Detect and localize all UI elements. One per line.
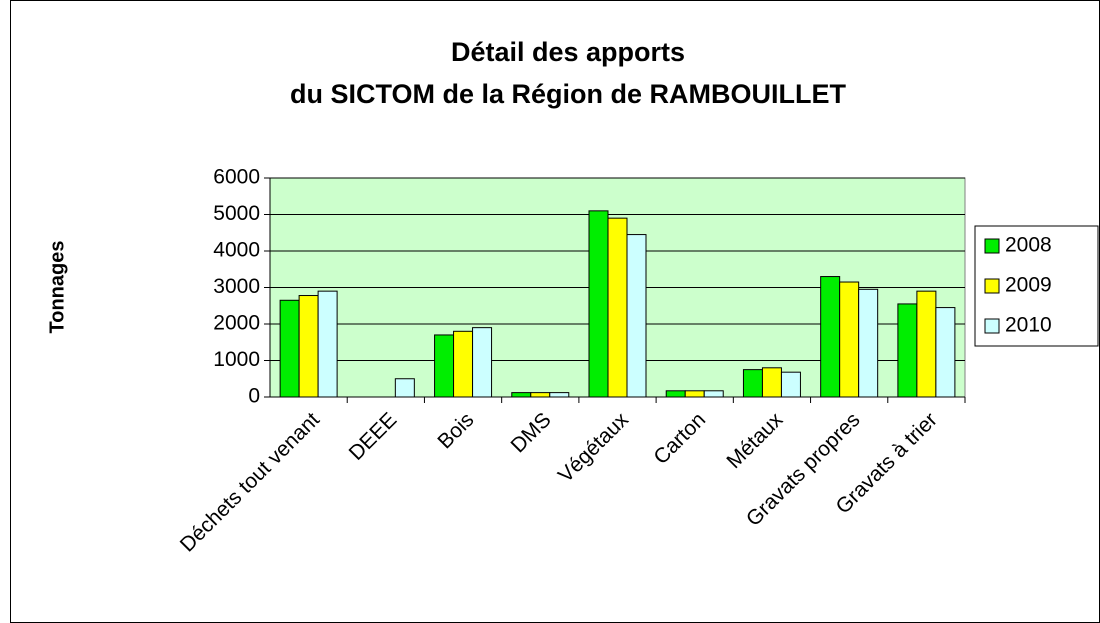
legend-label: 2010	[1005, 314, 1052, 337]
legend-swatch	[984, 278, 1000, 294]
legend-label: 2008	[1005, 234, 1052, 257]
bar	[761, 367, 782, 398]
y-tick-label: 2000	[213, 312, 260, 335]
bar	[317, 290, 338, 398]
y-tick-label: 5000	[213, 202, 260, 225]
bar	[588, 210, 609, 398]
y-tick-label: 3000	[213, 275, 260, 298]
bar	[703, 390, 724, 398]
bar	[897, 303, 918, 398]
bar	[916, 290, 937, 398]
y-axis-label: Tonnages	[46, 241, 68, 334]
y-tick-label: 6000	[213, 166, 260, 189]
bar	[607, 217, 628, 398]
bar	[298, 295, 319, 398]
bar	[394, 378, 415, 398]
bar	[279, 299, 300, 398]
legend-label: 2009	[1005, 274, 1052, 297]
y-tick-label: 0	[248, 385, 260, 408]
bar	[780, 371, 801, 398]
bar	[453, 330, 474, 398]
chart-title: du SICTOM de la Région de RAMBOUILLET	[290, 79, 847, 109]
legend-swatch	[984, 318, 1000, 334]
bar	[549, 392, 570, 398]
legend-swatch	[984, 238, 1000, 254]
bar	[858, 288, 879, 398]
bar	[472, 327, 493, 398]
bar	[935, 307, 956, 398]
bar	[434, 334, 455, 398]
y-tick-label: 1000	[213, 348, 260, 371]
bar	[626, 234, 647, 398]
bar	[665, 390, 686, 398]
bar	[820, 276, 841, 398]
bar	[742, 369, 763, 398]
bar	[684, 390, 705, 398]
bar	[530, 392, 551, 398]
y-tick-label: 4000	[213, 239, 260, 262]
bar	[839, 281, 860, 398]
bar	[511, 392, 532, 398]
chart-title: Détail des apports	[451, 37, 685, 67]
